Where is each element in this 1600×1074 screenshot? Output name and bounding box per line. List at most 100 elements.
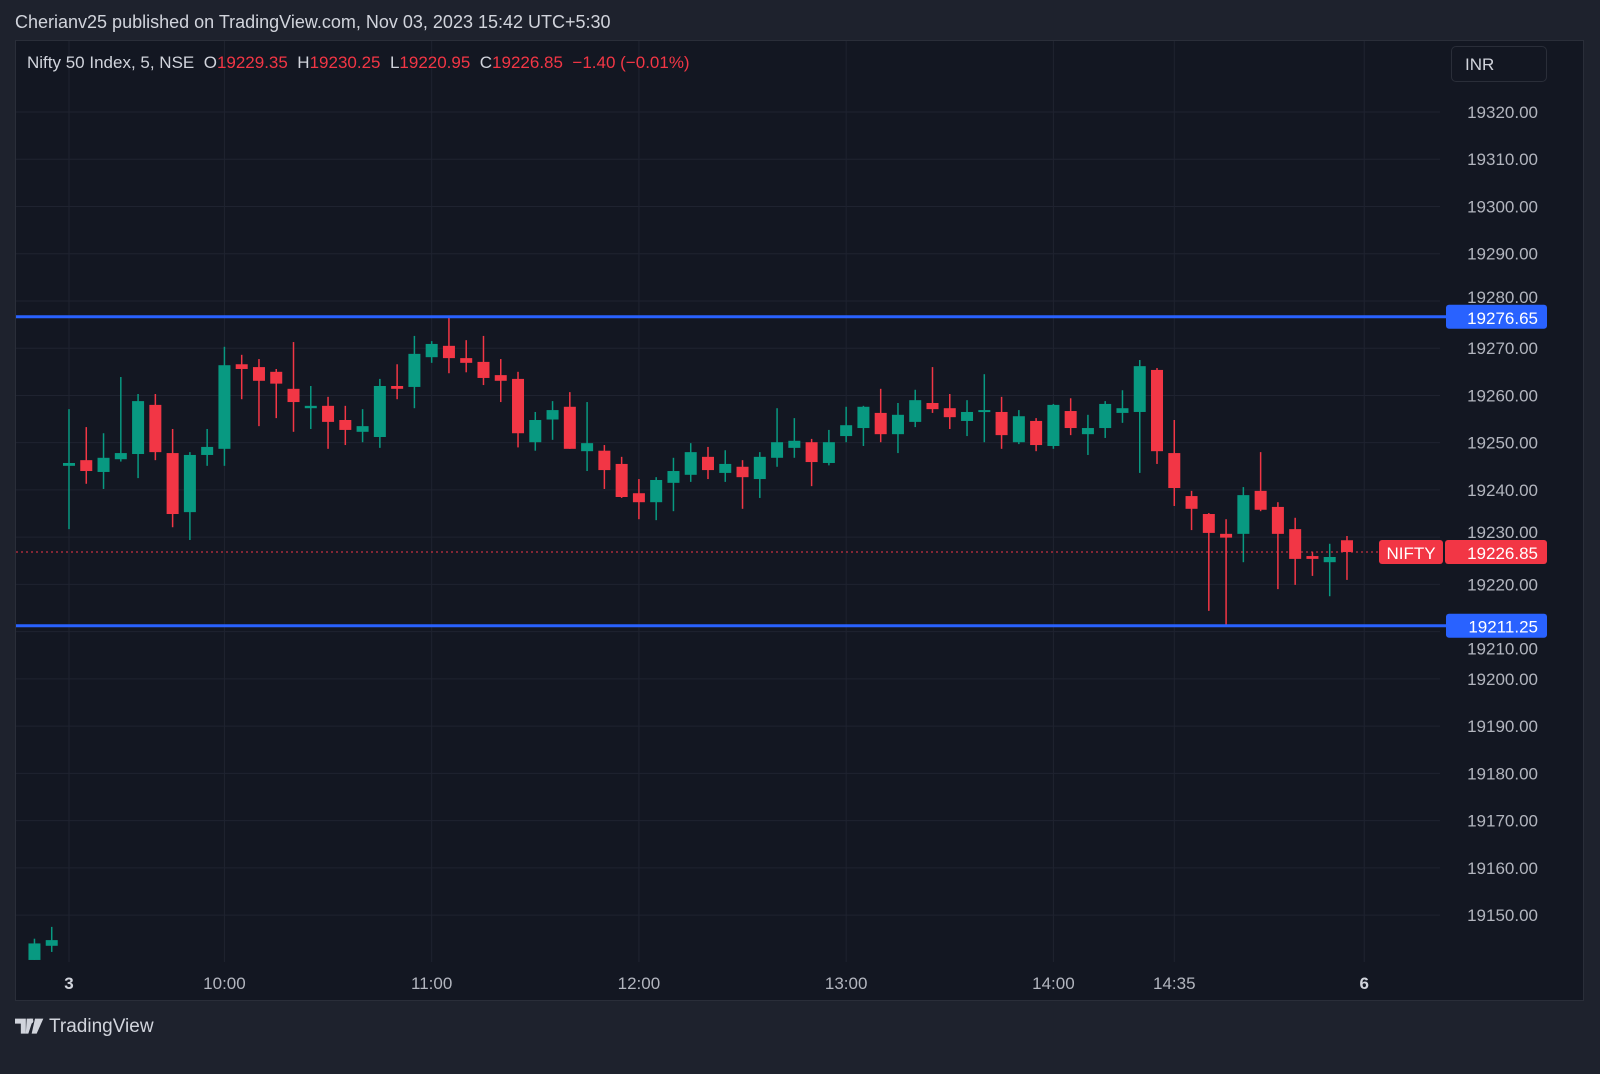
price-tick-label: 19310.00 [1467,150,1538,169]
candle-down [615,456,628,498]
candle-body [978,410,991,413]
candle-body [28,943,41,960]
level-price-badge [1446,304,1547,329]
price-tick-label: 19260.00 [1467,386,1538,405]
candle-up [373,378,386,448]
candle-body [477,361,490,378]
candle-down [1168,420,1181,506]
candle-body [701,456,714,471]
candle-down [235,354,248,400]
candle-body [805,442,818,463]
candle-up [183,452,196,540]
symbol-badge [1379,540,1443,565]
price-tick-label: 19210.00 [1467,640,1538,659]
candle-body [201,446,214,455]
currency-button[interactable]: INR [1451,46,1547,82]
tradingview-logo-icon [15,1018,44,1034]
time-axis-label: 13:00 [825,974,868,993]
candle-down [1030,418,1043,452]
candle-down [1289,517,1302,585]
candle-body [408,353,421,387]
candle-down [1151,368,1164,464]
candle-down [701,446,714,480]
candle-body [1168,453,1181,489]
candle-down [322,396,335,449]
candle-body [391,385,404,389]
low-label: L [389,53,400,72]
candle-up [1323,543,1336,597]
candle-body [1271,506,1284,534]
candle-body [1030,420,1043,446]
candle-body [771,442,784,458]
candle-body [719,463,732,473]
candle-up [684,443,697,482]
candle-body [1099,403,1112,429]
candle-body [287,388,300,403]
time-axis-label: 11:00 [411,974,452,993]
candle-body [80,460,93,472]
candle-body [1289,529,1302,559]
candle-body [1237,495,1250,534]
candle-down [1202,513,1215,611]
candle-down [460,340,473,373]
level-price-label: 19211.25 [1468,618,1538,637]
high-label: H [297,53,310,72]
candle-body [1133,366,1146,412]
brand-name: TradingView [49,1016,154,1037]
price-tick-label: 19150.00 [1467,906,1538,925]
candle-body [1306,556,1319,559]
candle-body [736,466,749,478]
candle-body [546,410,559,420]
candle-body [822,442,835,463]
chart-panel[interactable] [15,40,1584,1001]
candle-up [719,450,732,482]
candle-down [632,479,645,520]
level-price-label: 19276.65 [1467,309,1538,328]
candle-body [857,406,870,429]
candle-body [512,378,525,434]
candle-body [615,463,628,498]
candle-body [632,493,645,503]
candle-body [132,401,145,455]
price-tick-label: 19220.00 [1467,575,1538,594]
candle-body [235,364,248,369]
candle-up [978,374,991,443]
candle-body [149,404,162,453]
candle-down [442,317,455,374]
time-axis-label: 6 [1360,974,1369,993]
candle-up [132,394,145,479]
candle-up [28,938,41,960]
time-axis-label: 14:35 [1153,974,1196,993]
candle-body [270,371,283,384]
candle-up [891,402,904,454]
price-tick-label: 19290.00 [1467,245,1538,264]
close-value: 19226.85 [492,53,563,72]
candle-down [943,394,956,429]
candle-body [598,450,611,471]
candle-up [218,346,231,466]
tradingview-logo[interactable]: TradingView [15,1016,154,1038]
candle-down [995,396,1008,449]
candle-up [857,405,870,446]
candle-body [373,385,386,438]
candle-up [771,408,784,467]
candle-body [460,358,473,363]
candle-body [684,452,697,475]
candle-body [1202,514,1215,533]
candle-down [391,364,404,400]
candle-body [650,479,663,503]
candle-body [667,471,680,483]
candle-body [442,345,455,359]
candle-body [63,462,75,466]
candle-body [1185,496,1198,509]
candle-body [166,453,179,515]
candle-up [63,409,75,530]
candle-up [425,341,438,363]
candle-down [512,371,525,448]
last-price-label: 19226.85 [1467,544,1538,563]
candle-down [1254,452,1267,512]
candle-body [1081,428,1094,435]
candle-up [408,335,421,409]
candle-body [252,367,265,381]
